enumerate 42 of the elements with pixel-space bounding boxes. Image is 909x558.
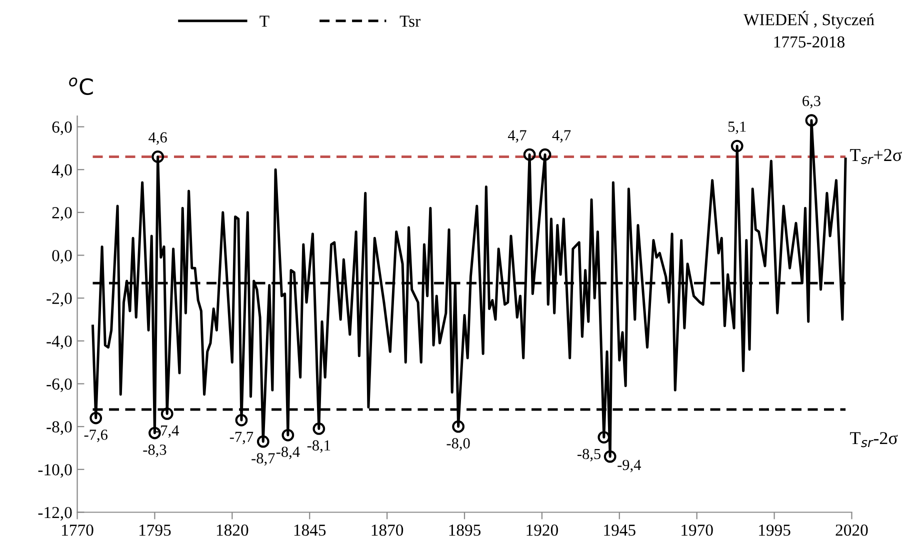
y-tick-label: 0,0 <box>52 250 72 264</box>
y-tick-label: 4,0 <box>52 164 72 178</box>
y-tick-label: -2,0 <box>46 292 72 306</box>
x-tick-label: 1770 <box>62 524 94 536</box>
data-label: -8,0 <box>446 438 470 451</box>
data-label: -8,5 <box>578 448 601 462</box>
x-tick-label: 2020 <box>836 524 868 536</box>
x-tick-label: 1870 <box>372 524 404 536</box>
data-label: -7,7 <box>230 432 254 444</box>
legend-label: T <box>260 16 270 27</box>
legend-label: Tsr <box>400 16 420 27</box>
data-label: 5,1 <box>728 122 746 134</box>
data-label: -8,4 <box>276 446 300 460</box>
ref-line-label: T$_{sr}$-2σ <box>850 432 898 448</box>
y-tick-label: -10,0 <box>38 464 72 478</box>
y-tick-label: -4,0 <box>46 336 72 350</box>
x-tick-label: 1945 <box>604 524 636 536</box>
y-tick-label: 2,0 <box>52 207 72 221</box>
x-tick-label: 1920 <box>526 524 558 536</box>
ref-line-label: T$_{sr}$+2σ <box>850 148 902 164</box>
data-label: -7,6 <box>84 430 108 442</box>
chart-title: WIEDEŃ , Styczeń <box>744 10 874 29</box>
x-tick-label: 1845 <box>294 524 326 536</box>
data-label: -8,7 <box>252 453 275 466</box>
data-label: 6,3 <box>802 96 820 108</box>
x-tick-label: 1895 <box>449 524 481 536</box>
data-label: 4,7 <box>552 130 571 143</box>
data-label: -8,3 <box>143 444 166 458</box>
data-label: 4,6 <box>148 132 167 145</box>
y-tick-label: 6,0 <box>52 121 72 136</box>
y-tick-label: -6,0 <box>46 378 72 392</box>
chart-subtitle: 1775-2018 <box>774 36 844 48</box>
y-tick-label: -8,0 <box>46 421 72 435</box>
x-tick-label: 1795 <box>140 524 171 536</box>
x-tick-label: 1970 <box>682 524 713 536</box>
y-axis-title: $^{o}$C <box>69 78 93 96</box>
x-tick-label: 1995 <box>759 524 790 536</box>
data-label: 4,7 <box>508 130 526 143</box>
data-label: -9,4 <box>618 460 641 472</box>
data-label: -8,1 <box>307 440 330 453</box>
y-tick-label: -12,0 <box>38 506 72 521</box>
x-tick-label: 1820 <box>216 524 248 536</box>
